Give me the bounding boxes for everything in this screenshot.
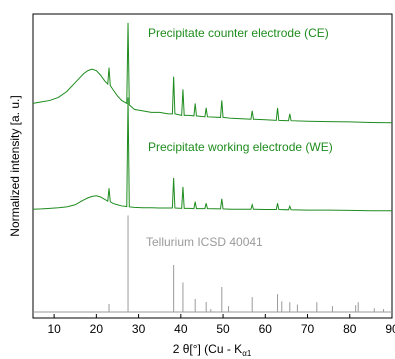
x-tick-label: 90 xyxy=(385,322,395,336)
x-tick-label: 20 xyxy=(90,322,104,336)
x-tick-label: 30 xyxy=(132,322,146,336)
series-label: Precipitate counter electrode (CE) xyxy=(148,26,329,40)
x-tick-label: 80 xyxy=(343,322,357,336)
x-axis-label: 2 θ[°] (Cu - Kα1 xyxy=(173,342,252,358)
x-tick-label: 70 xyxy=(301,322,315,336)
x-tick-label: 60 xyxy=(259,322,273,336)
x-tick-label: 10 xyxy=(47,322,61,336)
x-tick-label: 50 xyxy=(216,322,230,336)
x-axis-label-main: 2 θ[°] (Cu - K xyxy=(173,342,243,356)
pattern-line xyxy=(32,22,393,124)
pattern-line xyxy=(32,97,392,212)
series-label: Precipitate working electrode (WE) xyxy=(148,140,333,154)
x-tick-label: 40 xyxy=(174,322,188,336)
plot-frame xyxy=(32,13,393,319)
x-axis-label-sub: α1 xyxy=(242,349,252,358)
reference-label: Tellurium ICSD 40041 xyxy=(146,235,263,249)
y-axis-label: Normalized intensity [a. u.] xyxy=(8,95,22,236)
